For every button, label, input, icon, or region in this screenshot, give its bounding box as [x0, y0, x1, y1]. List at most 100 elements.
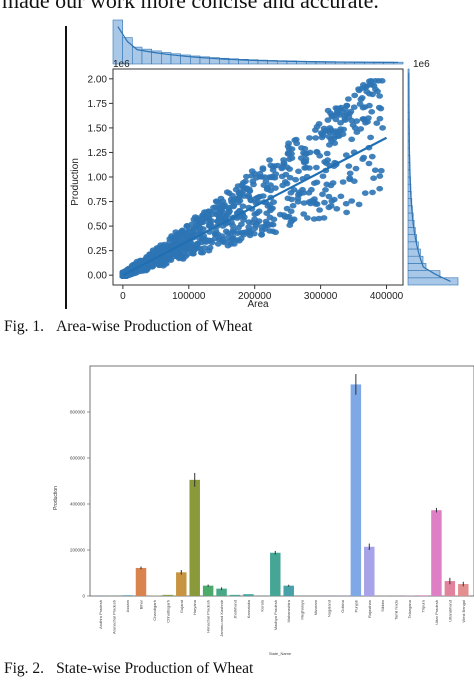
scatter-point [342, 200, 350, 207]
scatter-point [312, 201, 319, 207]
scatter-point [346, 170, 354, 177]
x-tick-label: Nagaland [327, 600, 332, 617]
right-kde-curve [408, 72, 451, 282]
scatter-point [208, 239, 216, 246]
bar [189, 479, 200, 596]
scatter-point [313, 148, 321, 155]
scatter-point [195, 223, 203, 230]
scatter-point [368, 153, 376, 160]
scatter-point [350, 104, 358, 110]
scatter-point [367, 134, 374, 141]
scatter-point [185, 228, 193, 235]
scatter-point [319, 173, 327, 179]
scatter-point [343, 209, 350, 216]
x-tick-label: Assam [125, 599, 130, 612]
scatter-point [285, 150, 292, 156]
scatter-point [270, 199, 277, 205]
scatter-point [256, 174, 264, 180]
scatter-point [166, 236, 174, 242]
scatter-point [214, 241, 222, 247]
x-tick-label: West Bengal [461, 600, 466, 623]
scatter-point [272, 185, 279, 191]
scatter-point [321, 199, 328, 206]
x-tick-label: Mizoram [313, 599, 318, 615]
scatter-point [286, 174, 294, 181]
scatter-point [201, 245, 209, 251]
scatter-point [377, 105, 385, 112]
scatter-point [222, 228, 230, 235]
scatter-point [327, 203, 335, 209]
intro-text: made our work more concise and accurate. [2, 0, 379, 13]
x-tick-label: Uttarakhand [447, 600, 452, 622]
scatter-point [206, 208, 214, 215]
scatter-point [214, 218, 221, 225]
scatter-point [305, 190, 313, 196]
top-histogram-bar [112, 19, 123, 65]
scatter-point [316, 153, 324, 159]
x-tick-label: 200000 [238, 291, 272, 302]
scatter-point [159, 261, 167, 268]
scatter-point [266, 228, 273, 234]
scatter-point [235, 238, 243, 244]
scatter-point [312, 135, 320, 141]
scatter-point [217, 195, 225, 202]
y-tick-label: 800000 [70, 410, 86, 415]
scatter-point [307, 200, 314, 207]
scatter-point [237, 230, 245, 236]
x-tick-label: Madhya Pradesh [273, 600, 278, 630]
scatter-point [322, 187, 329, 193]
y-axis-ticks: 0.00 0.25 0.50 0.75 1.00 1.25 1.50 1.75 2.00 [88, 74, 113, 282]
x-tick-label: Jharkhand [233, 600, 238, 619]
x-tick-label: Himachal Pradesh [206, 600, 211, 633]
y-tick-label: 0 [82, 594, 85, 599]
scatter-point [266, 157, 273, 163]
scatter-point [358, 95, 366, 101]
scatter-point [327, 182, 335, 189]
scatter-point [304, 215, 311, 221]
x-tick-label: Jammu and Kashmir [219, 599, 224, 636]
scatter-point [325, 133, 333, 140]
scatter-point [353, 129, 361, 135]
scatter-point [333, 206, 341, 212]
x-tick-label: Kerala [259, 599, 264, 611]
scatter-point [267, 221, 275, 228]
scatter-point [205, 215, 213, 221]
y-tick-label: 600000 [70, 456, 86, 461]
x-tick-label: Gujarat [179, 599, 184, 613]
scatter-point [251, 211, 259, 217]
bar-figure: 0 200000 400000 600000 800000 Andhra Pradesh… [53, 365, 474, 656]
y-tick-label: 0.50 [88, 222, 108, 233]
bars [95, 374, 469, 596]
x-tick-label: Haryana [192, 599, 197, 615]
figure-1-title: Area-wise Production of Wheat [56, 318, 253, 335]
bar [229, 594, 241, 596]
scatter-point [292, 176, 299, 183]
scatter-point [373, 120, 381, 126]
bar [444, 581, 456, 596]
x-tick-label: Odisha [340, 599, 345, 612]
bar [431, 510, 442, 596]
y-tick-label: 2.00 [88, 74, 108, 85]
scatter-point [243, 173, 250, 180]
scatter-point [356, 101, 364, 107]
scatter-point [337, 193, 345, 200]
scatter-point [269, 164, 277, 170]
scatter-point [247, 196, 255, 203]
scatter-point [224, 235, 232, 241]
x-tick-label: Meghalaya [300, 599, 305, 619]
scatter-point [370, 175, 377, 181]
scatter-point [328, 138, 335, 145]
scatter-point [313, 179, 321, 186]
scatter-point [284, 214, 291, 220]
scatter-point [306, 165, 313, 171]
scatter-point [362, 120, 369, 126]
scatter-point [302, 159, 310, 165]
bar [216, 588, 227, 596]
scatter-point [229, 222, 237, 229]
scatter-point [279, 182, 287, 189]
bar [162, 594, 174, 596]
scatter-point [313, 164, 320, 171]
regression-line [122, 136, 388, 277]
scatter-point [287, 190, 295, 196]
y-tick-label: 0.00 [88, 271, 108, 282]
